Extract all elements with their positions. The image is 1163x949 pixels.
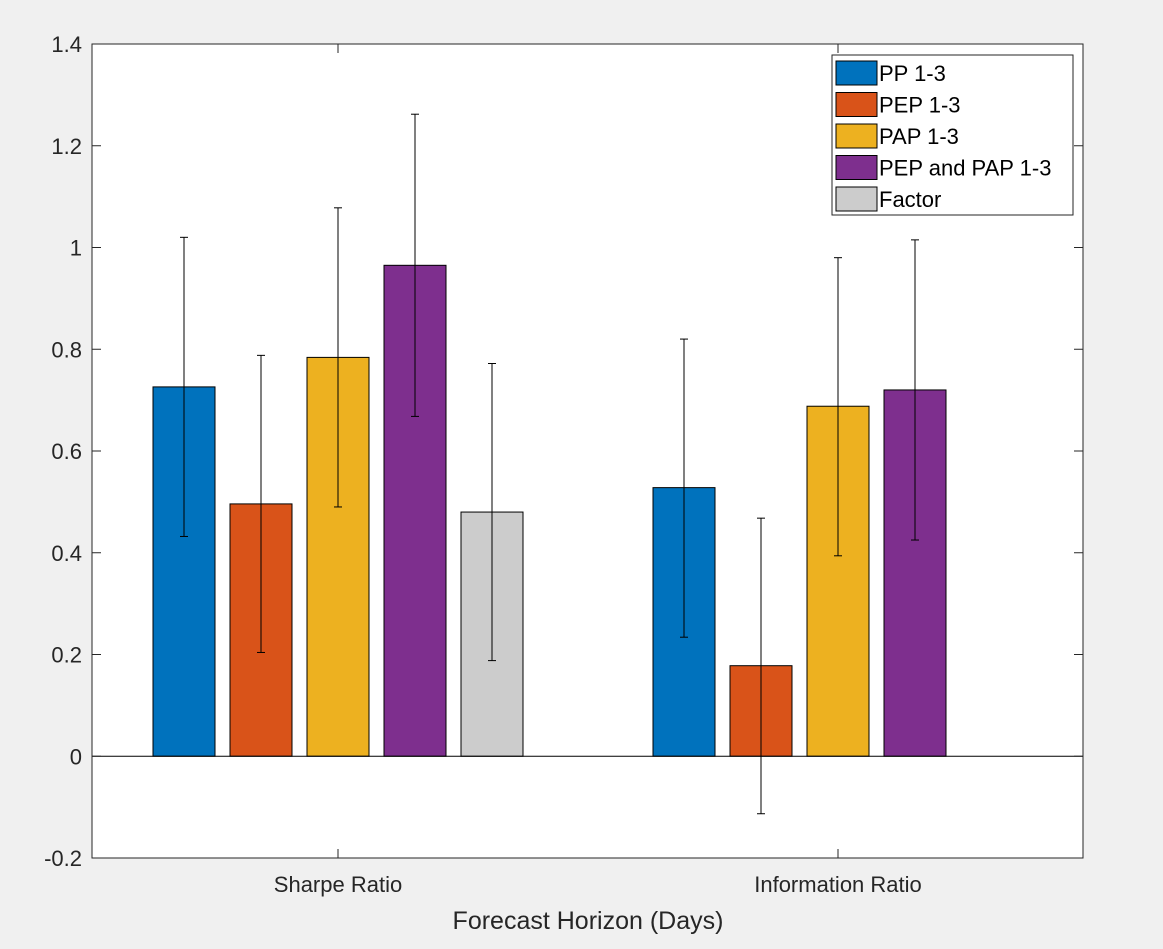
error-bar	[911, 239, 919, 541]
y-tick-label: 0	[70, 744, 82, 769]
ticks-layer	[92, 43, 1083, 859]
error-bar	[334, 207, 342, 508]
legend-label: Factor	[879, 187, 941, 212]
error-bar	[257, 354, 265, 653]
legend-label: PAP 1-3	[879, 124, 959, 149]
legend[interactable]: PP 1-3 PEP 1-3 PAP 1-3 PEP and PAP 1-3 Facto…	[831, 54, 1074, 216]
legend-swatch	[835, 60, 878, 86]
error-bar	[757, 517, 765, 815]
error-bar	[680, 338, 688, 638]
y-tick-label: 0.8	[51, 337, 82, 362]
x-axis-label: Forecast Horizon (Days)	[453, 907, 724, 935]
legend-label: PP 1-3	[879, 61, 946, 86]
error-bar	[411, 113, 419, 417]
error-bar	[488, 362, 496, 662]
x-tick-label: Sharpe Ratio	[274, 872, 402, 897]
y-tick-label: 1.4	[51, 32, 82, 57]
y-tick-label: 1	[70, 236, 82, 261]
error-bar	[834, 257, 842, 557]
y-tick-label: 0.2	[51, 643, 82, 668]
y-tick-label: 1.2	[51, 134, 82, 159]
y-tick-label: -0.2	[44, 846, 82, 871]
legend-swatch	[835, 155, 878, 180]
y-tick-label: 0.4	[51, 541, 82, 566]
x-tick-label: Information Ratio	[754, 872, 922, 897]
tick-labels-layer: -0.2 0 0.2 0.4 0.6 0.8 1 1.2 1.4 Sharpe Ratio Info…	[44, 32, 922, 897]
y-tick-label: 0.6	[51, 439, 82, 464]
error-bar	[180, 236, 188, 537]
legend-swatch	[835, 92, 878, 117]
legend-swatch	[835, 123, 878, 149]
legend-label: PEP and PAP 1-3	[879, 156, 1051, 181]
error-bars-layer	[180, 113, 919, 815]
legend-label: PEP 1-3	[879, 93, 961, 118]
legend-swatch	[835, 186, 878, 212]
